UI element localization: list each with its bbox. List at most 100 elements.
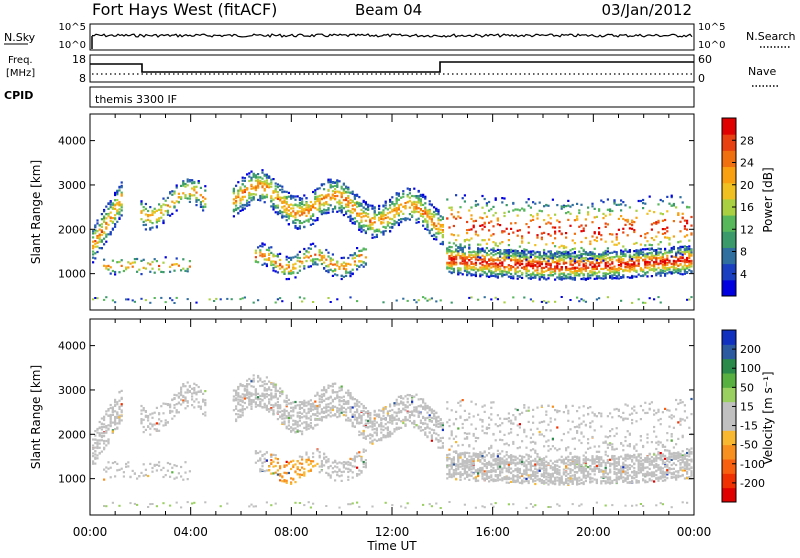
power-cell: [323, 202, 325, 204]
velocity-cell: [94, 430, 96, 432]
power-cell: [459, 262, 461, 264]
velocity-cell: [96, 439, 98, 441]
velocity-cell: [182, 383, 184, 385]
power-cell: [506, 204, 508, 206]
velocity-cell: [116, 422, 118, 424]
velocity-cell: [338, 461, 340, 463]
power-cell: [347, 203, 349, 205]
power-cell: [330, 204, 332, 206]
power-cell: [629, 259, 631, 261]
power-cell: [644, 273, 646, 275]
velocity-cell: [312, 456, 314, 458]
velocity-cell: [261, 406, 263, 408]
power-cell: [664, 270, 666, 272]
power-cell: [334, 198, 336, 200]
power-cell: [624, 266, 626, 268]
power-cell: [422, 194, 424, 196]
power-cell: [673, 256, 675, 258]
power-cell: [517, 275, 519, 277]
velocity-cell: [149, 503, 151, 505]
power-cell: [642, 207, 644, 209]
velocity-cell: [272, 461, 274, 463]
power-cell: [653, 264, 655, 266]
power-cell: [336, 191, 338, 193]
power-cell: [541, 232, 543, 234]
power-cell: [367, 228, 369, 230]
velocity-cell: [239, 404, 241, 406]
velocity-cell: [261, 381, 263, 383]
velocity-cell: [248, 378, 250, 380]
power-cell: [624, 224, 626, 226]
power-cell: [567, 256, 569, 258]
power-cell: [158, 268, 160, 270]
power-cell: [321, 184, 323, 186]
power-cell: [140, 273, 142, 275]
power-cell: [594, 231, 596, 233]
power-cell: [385, 202, 387, 204]
power-cell: [662, 253, 664, 255]
power-cell: [354, 210, 356, 212]
velocity-cell: [233, 409, 235, 411]
power-cell: [424, 207, 426, 209]
power-cell: [587, 211, 589, 213]
velocity-cell: [149, 428, 151, 430]
power-cell: [275, 211, 277, 213]
power-cell: [611, 262, 613, 264]
velocity-cell: [255, 389, 257, 391]
velocity-cell: [325, 404, 327, 406]
power-cell: [651, 244, 653, 246]
power-cell: [552, 274, 554, 276]
power-cell: [657, 263, 659, 265]
power-cell: [290, 195, 292, 197]
power-cell: [99, 240, 101, 242]
power-cell: [442, 216, 444, 218]
power-cell: [316, 263, 318, 265]
power-cell: [655, 263, 657, 265]
velocity-cell: [149, 463, 151, 465]
power-cell: [259, 254, 261, 256]
power-cell: [341, 275, 343, 277]
power-cell: [492, 225, 494, 227]
power-cell: [602, 252, 604, 254]
velocity-cell: [184, 391, 186, 393]
power-cell: [530, 298, 532, 300]
power-cell: [572, 258, 574, 260]
power-cell: [569, 253, 571, 255]
power-cell: [572, 255, 574, 257]
power-cell: [605, 277, 607, 279]
power-cell: [550, 251, 552, 253]
power-cell: [145, 228, 147, 230]
velocity-cell: [345, 461, 347, 463]
velocity-cell: [347, 390, 349, 392]
power-cell: [341, 202, 343, 204]
power-cell: [688, 264, 690, 266]
power-cell: [618, 258, 620, 260]
power-cell: [660, 302, 662, 304]
power-cell: [319, 259, 321, 261]
power-cell: [92, 232, 94, 234]
power-cell: [666, 272, 668, 274]
power-cell: [490, 235, 492, 237]
power-cell: [521, 237, 523, 239]
power-cell: [160, 271, 162, 273]
power-cell: [261, 186, 263, 188]
power-cell: [378, 230, 380, 232]
power-cell: [277, 194, 279, 196]
power-cells: [92, 169, 693, 304]
power-cell: [431, 216, 433, 218]
power-cell: [275, 185, 277, 187]
power-cell: [477, 203, 479, 205]
power-cell: [620, 265, 622, 267]
velocity-cell: [110, 424, 112, 426]
velocity-cell: [261, 399, 263, 401]
power-cell: [391, 226, 393, 228]
power-cell: [484, 222, 486, 224]
velocity-cell: [277, 398, 279, 400]
velocity-cell: [341, 474, 343, 476]
velocity-cell: [327, 467, 329, 469]
power-cell: [303, 253, 305, 255]
velocity-cell: [165, 422, 167, 424]
velocity-cell: [92, 452, 94, 454]
power-cell: [314, 196, 316, 198]
power-cell: [261, 172, 263, 174]
